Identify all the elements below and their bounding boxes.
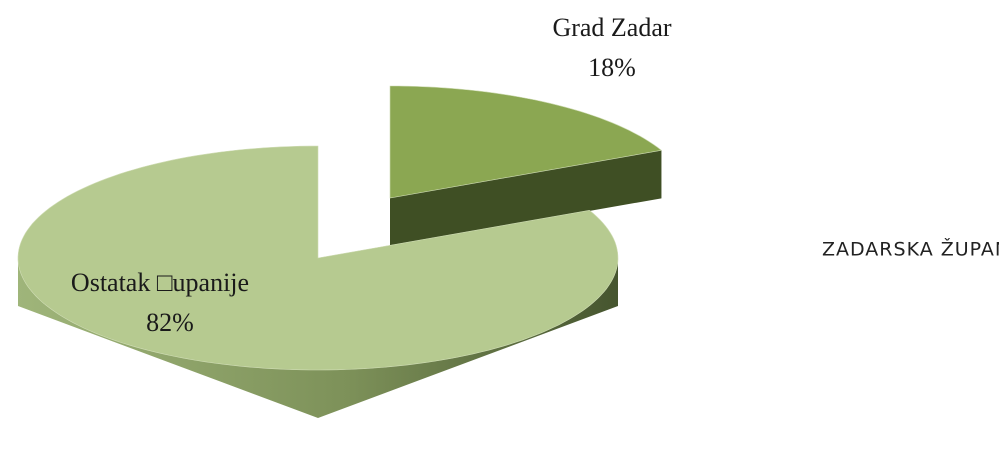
slice-side <box>390 150 662 246</box>
slice <box>389 85 663 199</box>
chart-title: ZADARSKA ŽUPANIJA <box>822 238 999 261</box>
slice-label: Ostatak □upanije <box>71 268 249 297</box>
value-label: 82% <box>146 308 194 337</box>
slice-label: Grad Zadar <box>552 13 671 42</box>
value-label: 18% <box>588 53 636 82</box>
slice-side <box>18 258 618 418</box>
slice <box>17 145 619 371</box>
